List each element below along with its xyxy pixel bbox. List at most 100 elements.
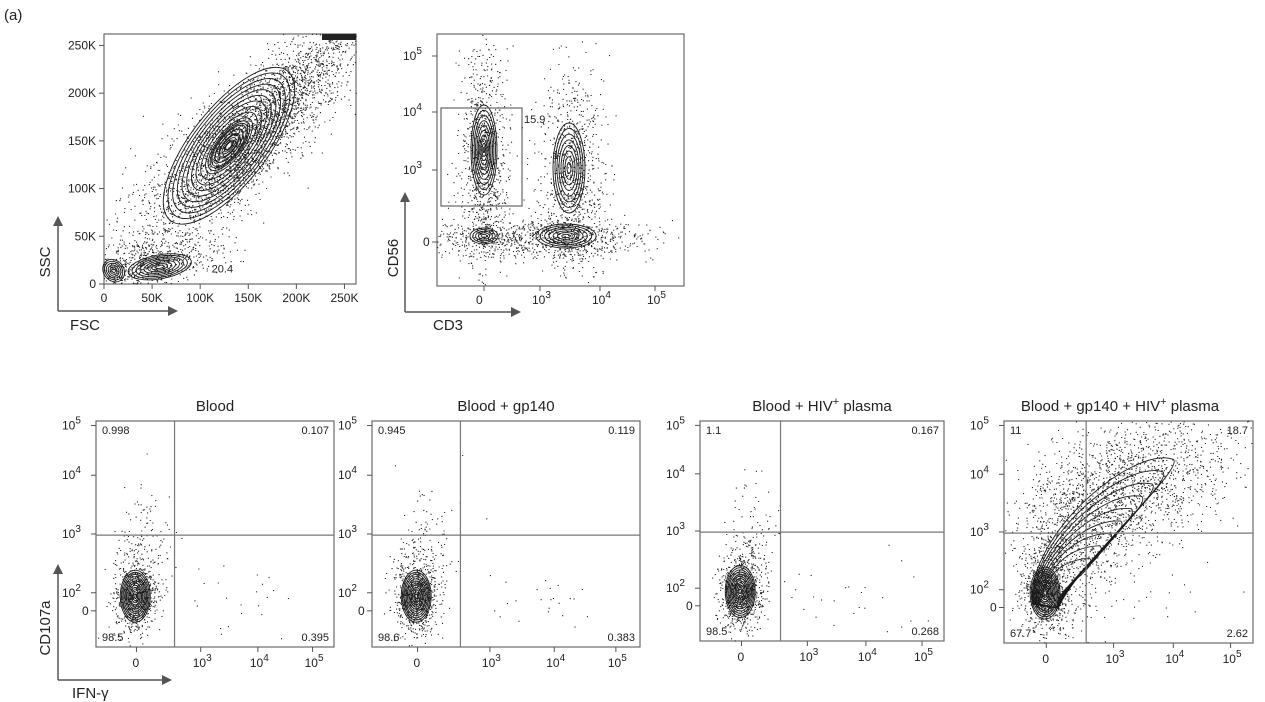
contour-line bbox=[548, 228, 584, 244]
x-tick-label: 105 bbox=[647, 290, 666, 307]
contour-line bbox=[143, 259, 176, 274]
contour-line bbox=[732, 578, 749, 605]
contour-line bbox=[186, 94, 272, 197]
contour-line bbox=[544, 226, 588, 246]
contour-line bbox=[200, 111, 258, 180]
y-axis-label: CD107a bbox=[37, 600, 54, 656]
contour-line bbox=[414, 593, 418, 599]
y-arrow-head bbox=[53, 216, 63, 226]
contour-line bbox=[1039, 583, 1051, 603]
contour-line bbox=[111, 268, 116, 273]
x-tick-label: 105 bbox=[1223, 649, 1242, 666]
contour-line bbox=[724, 565, 756, 618]
x-axis-label: IFN-γ bbox=[72, 685, 109, 702]
contour-line bbox=[119, 569, 151, 623]
contour-line bbox=[132, 591, 139, 601]
plot-title: Blood + gp140 + HIV+ plasma bbox=[1021, 396, 1220, 415]
event-dots bbox=[159, 565, 289, 640]
contour-line bbox=[1030, 568, 1060, 618]
contour-line bbox=[102, 258, 125, 283]
contour-line bbox=[131, 589, 140, 604]
y-tick-label: 102 bbox=[970, 580, 989, 597]
contour-line bbox=[408, 582, 425, 610]
contour-line bbox=[473, 115, 495, 185]
contour-line bbox=[107, 264, 120, 277]
event-dots bbox=[724, 469, 786, 628]
contour-line bbox=[733, 580, 748, 603]
contour-line bbox=[552, 230, 580, 242]
contour-line bbox=[225, 141, 233, 151]
quadrant-upper-right: 0.119 bbox=[608, 425, 635, 437]
contour-line bbox=[1031, 457, 1175, 609]
x-tick-label: 250K bbox=[330, 291, 358, 305]
contour-line bbox=[539, 225, 593, 247]
x-tick-label: 0 bbox=[1042, 652, 1049, 666]
contour-line bbox=[129, 587, 141, 606]
contour-line bbox=[472, 229, 496, 243]
contour-line bbox=[190, 100, 267, 191]
plot-quadrant-4: 11 18.7 67.7 2.62 Blood + gp140 + HIV+ plasm… bbox=[970, 396, 1254, 666]
contour-line bbox=[477, 232, 491, 240]
contour-line bbox=[411, 589, 421, 604]
contour-line bbox=[726, 567, 755, 616]
x-tick-label: 105 bbox=[914, 647, 933, 664]
contour-line bbox=[135, 256, 184, 278]
contour-line bbox=[558, 139, 580, 197]
y-arrow-head bbox=[400, 192, 410, 202]
y-axis-label: SSC bbox=[37, 246, 54, 277]
y-tick-label: 102 bbox=[62, 583, 81, 600]
quadrant-upper-left: 0.998 bbox=[102, 425, 130, 437]
x-tick-label: 0 bbox=[414, 656, 421, 670]
contour-line bbox=[155, 264, 165, 269]
quadrant-upper-right: 0.167 bbox=[911, 425, 939, 437]
quadrant-lower-right: 0.383 bbox=[607, 632, 635, 644]
y-axis-label: CD56 bbox=[385, 239, 402, 277]
quadrant-upper-left: 11 bbox=[1010, 425, 1021, 437]
contour-line bbox=[128, 584, 143, 608]
contour-line bbox=[126, 580, 145, 612]
contour-line bbox=[556, 133, 582, 203]
x-arrow-head bbox=[511, 307, 521, 317]
x-arrow-head bbox=[168, 306, 178, 316]
contour-line bbox=[406, 580, 426, 612]
y-tick-label: 200K bbox=[68, 86, 96, 100]
contour-line bbox=[109, 266, 118, 275]
contour-line bbox=[736, 584, 745, 599]
contour-line bbox=[1037, 579, 1054, 607]
contour-line bbox=[566, 161, 572, 175]
x-tick-label: 104 bbox=[546, 653, 565, 670]
contour-line bbox=[122, 574, 149, 619]
contour-line bbox=[410, 587, 422, 606]
x-tick-label: 0 bbox=[132, 656, 139, 670]
x-tick-label: 105 bbox=[305, 653, 324, 670]
contour-line bbox=[731, 575, 750, 608]
plot-title: Blood bbox=[196, 398, 234, 415]
y-tick-label: 104 bbox=[62, 465, 81, 482]
y-tick-label: 0 bbox=[990, 600, 997, 614]
contour-line bbox=[172, 78, 286, 214]
y-tick-label: 102 bbox=[338, 583, 357, 600]
contour-line bbox=[477, 129, 491, 171]
y-tick-label: 100K bbox=[68, 182, 96, 196]
contour-line bbox=[560, 145, 578, 191]
contour-line bbox=[479, 134, 489, 166]
contour-line bbox=[401, 571, 431, 621]
contour-line bbox=[1029, 566, 1061, 620]
quadrant-lower-right: 0.268 bbox=[911, 626, 939, 638]
contour-line bbox=[400, 569, 432, 623]
contour-line bbox=[221, 137, 237, 155]
x-tick-label: 103 bbox=[1106, 649, 1125, 666]
contour-line bbox=[223, 139, 235, 152]
x-tick-label: 103 bbox=[193, 653, 212, 670]
quadrant-lower-left: 67.7 bbox=[1010, 628, 1031, 640]
contour-line bbox=[127, 582, 144, 610]
contour-line bbox=[405, 578, 427, 614]
contour-line bbox=[207, 120, 251, 171]
contour-line bbox=[205, 117, 253, 175]
contour-line bbox=[481, 143, 487, 157]
contour-line bbox=[475, 230, 493, 242]
x-tick-label: 0 bbox=[101, 291, 108, 305]
contour-line bbox=[729, 573, 751, 610]
quadrant-upper-right: 18.7 bbox=[1227, 425, 1248, 437]
